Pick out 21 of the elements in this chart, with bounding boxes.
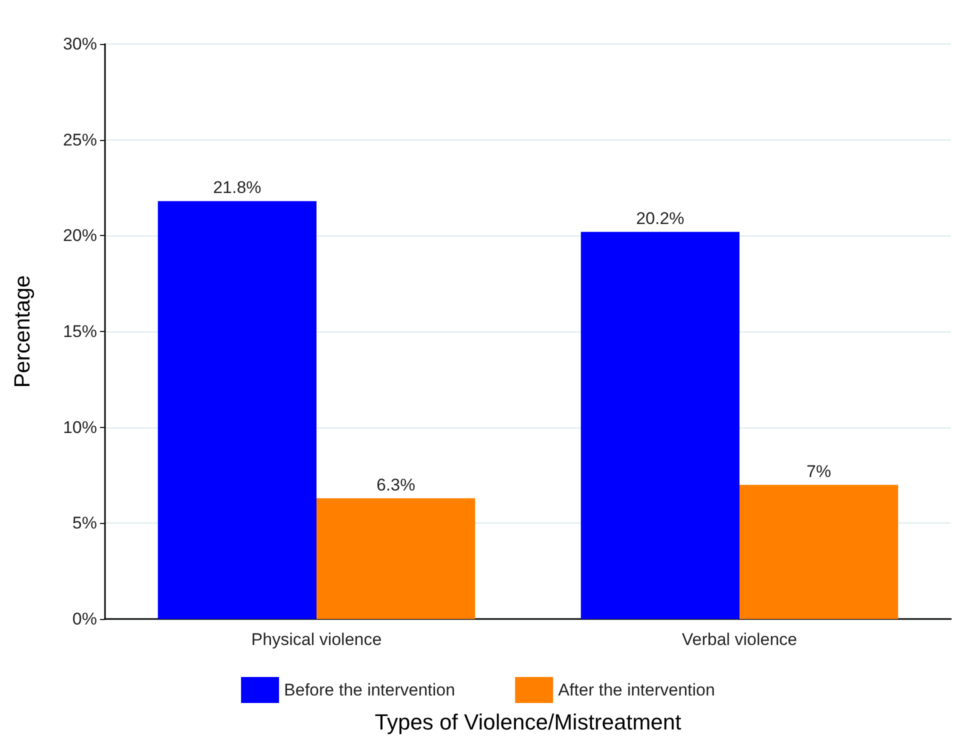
bar <box>580 232 740 619</box>
x-tick-label: Verbal violence <box>682 630 798 649</box>
legend-label: After the intervention <box>558 680 715 700</box>
x-tick-label: Physical violence <box>251 630 382 649</box>
y-tick-label: 30% <box>62 34 97 54</box>
y-tick-label: 5% <box>72 514 97 533</box>
legend-label: Before the intervention <box>284 680 456 700</box>
data-label: 20.2% <box>636 208 684 228</box>
y-axis-title: Percentage <box>10 275 34 388</box>
data-label: 6.3% <box>376 475 416 494</box>
y-tick-label: 10% <box>62 418 97 437</box>
bar <box>740 484 898 619</box>
x-axis-title: Types of Violence/Mistreatment <box>374 710 682 734</box>
bar <box>316 498 476 619</box>
y-tick-label: 25% <box>62 130 97 150</box>
y-tick-label: 15% <box>62 322 97 341</box>
y-tick-label: 0% <box>72 610 97 628</box>
y-tick-label: 20% <box>62 226 97 246</box>
bar <box>158 201 316 619</box>
data-label: 7% <box>806 462 832 481</box>
data-label: 21.8% <box>213 178 262 198</box>
